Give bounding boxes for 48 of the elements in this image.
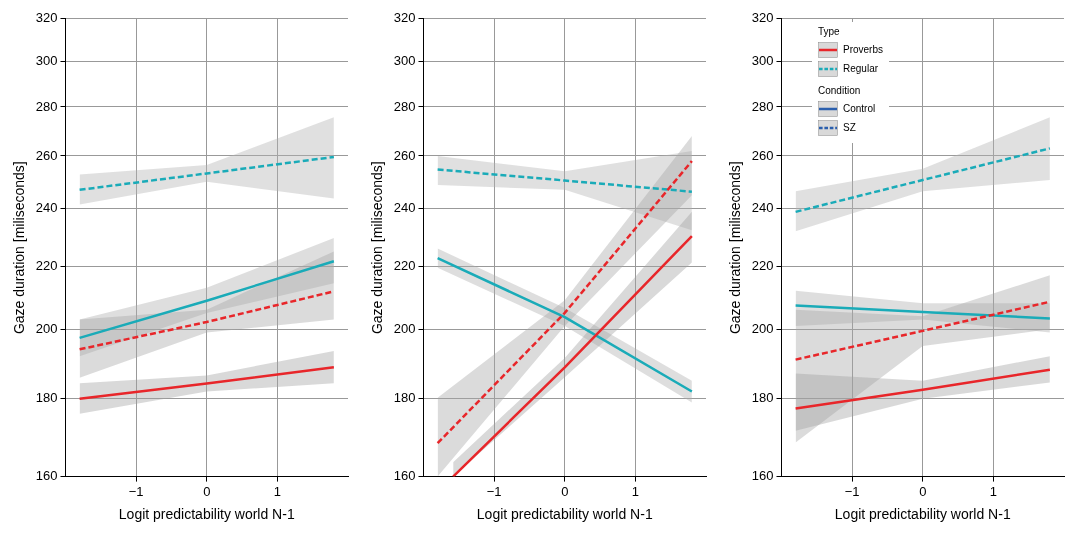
y-axis-title: Gaze duration [miliseconds] — [369, 161, 386, 335]
x-tick-label: −1 — [844, 483, 860, 499]
y-tick-label: 240 — [751, 200, 774, 216]
y-tick-label: 320 — [751, 10, 774, 26]
x-tick-label: 1 — [631, 483, 639, 499]
y-tick-label: 220 — [35, 257, 58, 273]
x-tick-label: 0 — [561, 483, 569, 499]
y-tick-label: 320 — [35, 10, 58, 26]
y-axis-title: Gaze duration [miliseconds] — [727, 161, 744, 335]
annotation: Type — [818, 26, 841, 38]
annotation: SZ — [843, 122, 856, 134]
y-tick-label: 260 — [751, 147, 774, 163]
y-tick-label: 300 — [751, 53, 774, 68]
y-tick-label: 280 — [35, 98, 58, 114]
y-tick-label: 260 — [393, 147, 416, 163]
y-axis-title: Gaze duration [miliseconds] — [11, 161, 28, 335]
y-tick-label: 300 — [35, 53, 58, 68]
x-tick-label: 0 — [203, 483, 211, 499]
y-tick-label: 220 — [751, 257, 774, 273]
x-axis-title: Logit predictability world N-1 — [118, 506, 295, 523]
annotation: Control — [843, 103, 876, 115]
y-tick-label: 180 — [751, 390, 774, 406]
y-tick-label: 180 — [393, 390, 416, 406]
y-tick-label: 160 — [393, 468, 416, 484]
y-tick-label: 320 — [393, 10, 416, 26]
x-tick-label: 1 — [273, 483, 281, 499]
y-tick-label: 200 — [751, 320, 774, 336]
x-tick-label: −1 — [128, 483, 144, 499]
y-tick-label: 280 — [393, 98, 416, 114]
y-tick-label: 240 — [35, 200, 58, 216]
x-axis-title: Logit predictability world N-1 — [834, 506, 1011, 523]
annotation: Proverbs — [843, 44, 884, 56]
x-tick-label: 1 — [989, 483, 997, 499]
x-tick-label: −1 — [486, 483, 502, 499]
y-tick-label: 240 — [393, 200, 416, 216]
y-tick-label: 160 — [751, 468, 774, 484]
y-tick-label: 200 — [393, 320, 416, 336]
y-tick-label: 160 — [35, 468, 58, 484]
annotation: Regular — [843, 63, 879, 75]
x-tick-label: 0 — [919, 483, 927, 499]
y-tick-label: 180 — [35, 390, 58, 406]
y-tick-label: 200 — [35, 320, 58, 336]
annotation: Condition — [818, 85, 862, 97]
y-tick-label: 300 — [393, 53, 416, 68]
x-axis-title: Logit predictability world N-1 — [476, 506, 653, 523]
y-tick-label: 220 — [393, 257, 416, 273]
y-tick-label: 260 — [35, 147, 58, 163]
y-tick-label: 280 — [751, 98, 774, 114]
